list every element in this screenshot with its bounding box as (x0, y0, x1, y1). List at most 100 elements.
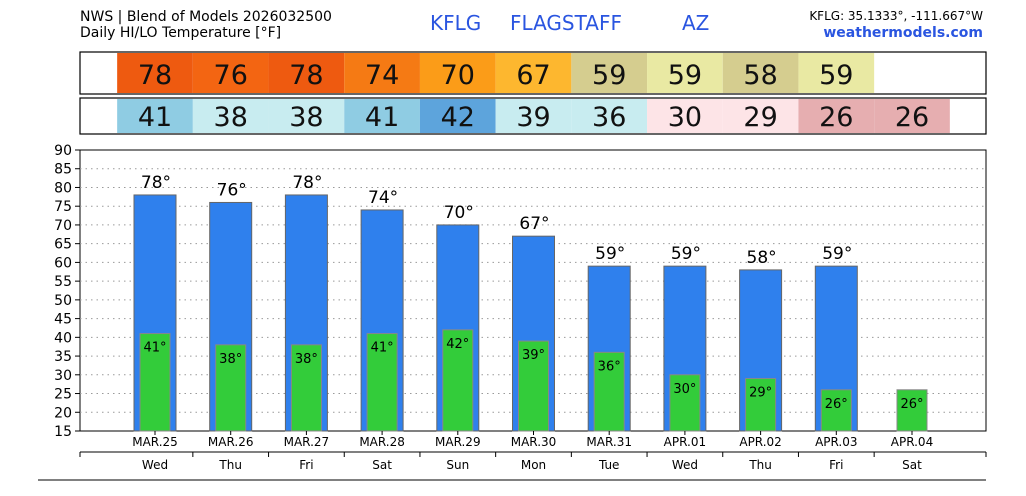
high-data-label: 59° (671, 244, 701, 264)
low-strip-cell (495, 99, 572, 133)
low-data-label: 41° (143, 341, 166, 356)
low-strip-cell (117, 99, 193, 133)
x-tick-label-weekday: Mon (521, 458, 546, 472)
high-data-label: 76° (217, 180, 247, 200)
y-tick-label: 80 (54, 180, 72, 196)
x-tick-label-date: MAR.26 (208, 435, 254, 449)
x-axis: MAR.25 Wed MAR.26 Thu MAR.27 Fri MAR.28 Sat MAR.… (38, 431, 987, 481)
high-temperature-strip: 78 76 78 74 70 67 59 59 58 59 (117, 53, 875, 93)
x-tick-label-date: MAR.31 (586, 435, 632, 449)
x-tick-label-weekday: Wed (142, 458, 168, 472)
y-tick-label: 40 (54, 330, 72, 346)
y-tick-label: 55 (54, 274, 72, 290)
low-strip-value: 38 (214, 102, 248, 133)
y-tick-label: 30 (54, 368, 72, 384)
high-strip-value: 67 (516, 60, 550, 91)
high-data-label: 78° (292, 173, 322, 193)
y-tick-label: 70 (54, 218, 72, 234)
high-strip-cell (117, 53, 193, 93)
x-tick-label-date: MAR.25 (132, 435, 178, 449)
low-data-label: 30° (673, 382, 696, 397)
low-bar (442, 329, 474, 432)
low-strip-value: 26 (895, 102, 929, 133)
x-tick-label-date: APR.02 (739, 435, 781, 449)
low-strip-cell (874, 99, 950, 133)
station-coordinates: KFLG: 35.1333°, -111.667°W (809, 9, 983, 23)
low-data-label: 38° (295, 352, 318, 367)
low-bar (290, 344, 322, 432)
high-strip-cell (798, 53, 875, 93)
low-strip-cell (647, 99, 723, 133)
low-bar (593, 351, 625, 432)
high-data-label: 59° (595, 244, 625, 264)
high-strip-cell (268, 53, 345, 93)
low-data-label: 26° (900, 397, 923, 412)
low-bar (896, 389, 928, 432)
low-data-label: 41° (371, 341, 394, 356)
x-tick-label-date: MAR.30 (511, 435, 557, 449)
y-tick-label: 50 (54, 293, 72, 309)
low-strip-value: 36 (592, 102, 626, 133)
high-strip-cell (192, 53, 269, 93)
low-strip-value: 38 (289, 102, 323, 133)
high-strip-value: 74 (365, 60, 399, 91)
low-data-label: 26° (825, 397, 848, 412)
station-state: AZ (682, 11, 710, 35)
high-strip-value: 76 (214, 60, 248, 91)
high-data-label: 78° (141, 173, 171, 193)
x-tick-label-weekday: Sat (902, 458, 922, 472)
site-link[interactable]: weathermodels.com (823, 25, 983, 41)
low-data-label: 42° (446, 337, 469, 352)
y-tick-label: 90 (54, 143, 72, 159)
y-tick-label: 45 (54, 312, 72, 328)
high-strip-value: 58 (743, 60, 777, 91)
y-axis: 15 20 25 30 35 40 45 50 55 60 65 70 75 80 85 90 (54, 143, 80, 440)
low-strip-cell (344, 99, 420, 133)
low-strip-cell (798, 99, 875, 133)
low-strip-value: 30 (668, 102, 702, 133)
high-strip-value: 59 (592, 60, 626, 91)
low-bar (820, 389, 852, 432)
high-strip-cell (344, 53, 420, 93)
low-temperature-strip: 41 38 38 41 42 39 36 30 29 26 26 (117, 99, 950, 133)
low-strip-value: 26 (819, 102, 853, 133)
low-bar (518, 340, 549, 432)
station-name: FLAGSTAFF (510, 11, 622, 35)
y-tick-label: 25 (54, 387, 72, 403)
high-data-label: 58° (747, 248, 777, 268)
low-data-label: 29° (749, 386, 772, 401)
x-tick-label-weekday: Sun (446, 458, 469, 472)
low-strip-value: 41 (138, 102, 172, 133)
low-strip-cell (419, 99, 496, 133)
low-strip-cell (192, 99, 269, 133)
high-strip-cell (722, 53, 799, 93)
x-tick-label-weekday: Thu (748, 458, 772, 472)
high-strip-value: 78 (289, 60, 323, 91)
x-tick-label-date: MAR.27 (284, 435, 330, 449)
bar-series: 78° 41° 76° 38° 78° 38° 74° 41° 70° 42° 67° 39° 59° 3… (133, 173, 928, 432)
high-strip-value: 59 (819, 60, 853, 91)
high-data-label: 74° (368, 188, 398, 208)
x-tick-label-date: MAR.28 (359, 435, 405, 449)
x-tick-label-weekday: Wed (672, 458, 698, 472)
high-strip-cell (647, 53, 723, 93)
high-data-label: 70° (444, 203, 474, 223)
y-tick-label: 85 (54, 162, 72, 178)
x-tick-label-weekday: Tue (598, 458, 620, 472)
low-strip-value: 29 (743, 102, 777, 133)
model-source-line: NWS | Blend of Models 2026032500 (80, 9, 332, 25)
low-strip-value: 39 (516, 102, 550, 133)
y-tick-label: 65 (54, 237, 72, 253)
low-strip-value: 42 (441, 102, 475, 133)
y-tick-label: 15 (54, 424, 72, 440)
high-strip-cell (495, 53, 572, 93)
x-tick-label-date: MAR.29 (435, 435, 481, 449)
x-tick-label-date: APR.01 (664, 435, 706, 449)
low-strip-cell (722, 99, 799, 133)
low-data-label: 36° (598, 359, 621, 374)
y-tick-label: 20 (54, 405, 72, 421)
low-strip-value: 41 (365, 102, 399, 133)
x-tick-label-date: APR.04 (891, 435, 933, 449)
x-tick-label-weekday: Fri (299, 458, 313, 472)
